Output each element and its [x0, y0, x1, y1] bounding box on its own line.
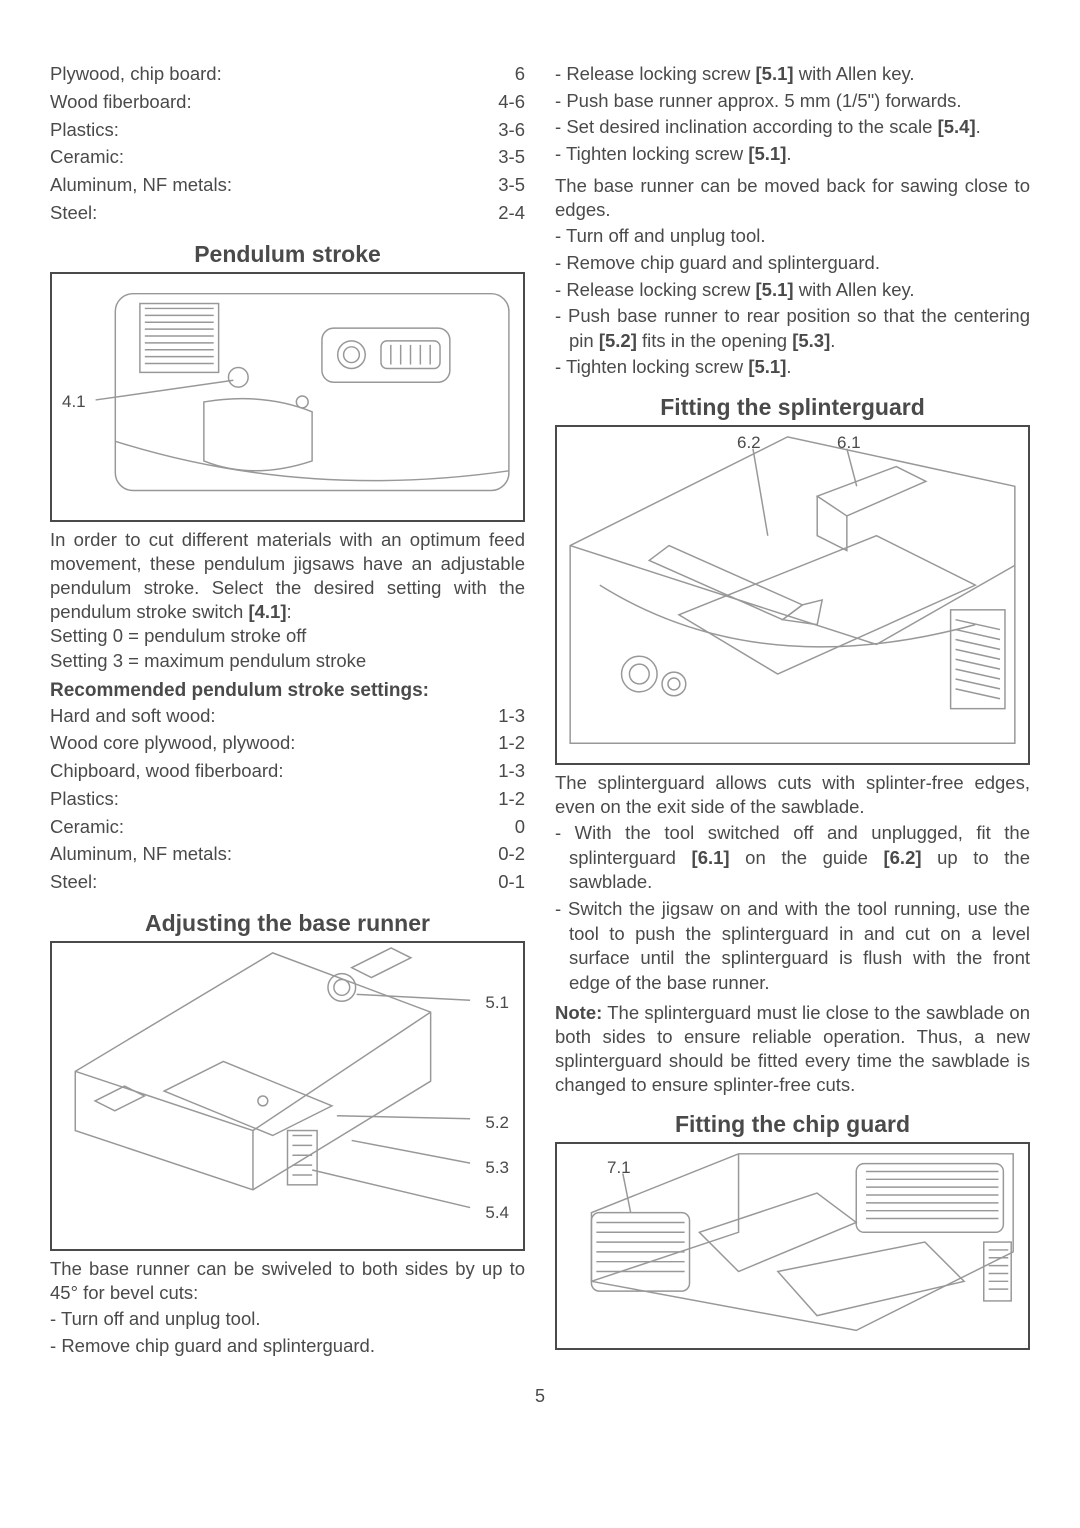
- base-b2: Remove chip guard and splinterguard.: [50, 1334, 525, 1359]
- chip-guard-heading: Fitting the chip guard: [555, 1111, 1030, 1138]
- adjusting-base-heading: Adjusting the base runner: [50, 910, 525, 937]
- mat-label: Steel:: [50, 868, 97, 896]
- recommended-heading: Recommended pendulum stroke settings:: [50, 680, 525, 702]
- mat-label: Plastics:: [50, 785, 119, 813]
- r-b3: Set desired inclination according to the…: [555, 115, 1030, 140]
- fig7-callout-71: 7.1: [607, 1158, 631, 1178]
- e-b2: Remove chip guard and splinterguard.: [555, 251, 1030, 276]
- figure-7: 7.1: [555, 1142, 1030, 1350]
- figure-5-diagram: [52, 943, 523, 1249]
- sp-para: The splinterguard allows cuts with splin…: [555, 771, 1030, 819]
- figure-6: 6.2 6.1: [555, 425, 1030, 765]
- mat-label: Steel:: [50, 199, 97, 227]
- mat-label: Wood core plywood, plywood:: [50, 729, 295, 757]
- base-b1: Turn off and unplug tool.: [50, 1307, 525, 1332]
- fig6-callout-62: 6.2: [737, 433, 761, 453]
- mat-val: 0-2: [498, 840, 525, 868]
- sp-b1: With the tool switched off and unplugged…: [555, 821, 1030, 895]
- mat-val: 6: [515, 60, 525, 88]
- mat-val: 2-4: [498, 199, 525, 227]
- edges-para: The base runner can be moved back for sa…: [555, 174, 1030, 222]
- mat-label: Ceramic:: [50, 813, 124, 841]
- page-number: 5: [50, 1386, 1030, 1407]
- mat-label: Hard and soft wood:: [50, 702, 216, 730]
- fig5-callout-51: 5.1: [485, 993, 509, 1013]
- base-runner-para: The base runner can be swiveled to both …: [50, 1257, 525, 1305]
- figure-4: 4.1: [50, 272, 525, 522]
- mat-val: 1-3: [498, 702, 525, 730]
- mat-val: 3-5: [498, 143, 525, 171]
- mat-label: Aluminum, NF metals:: [50, 171, 232, 199]
- r-b4: Tighten locking screw [5.1].: [555, 142, 1030, 167]
- pendulum-stroke-heading: Pendulum stroke: [50, 241, 525, 268]
- pendulum-paragraph: In order to cut different materials with…: [50, 528, 525, 624]
- r-b1: Release locking screw [5.1] with Allen k…: [555, 62, 1030, 87]
- mat-label: Plywood, chip board:: [50, 60, 222, 88]
- fig6-callout-61: 6.1: [837, 433, 861, 453]
- note-text: The splinterguard must lie close to the …: [555, 1002, 1030, 1095]
- figure-5: 5.1 5.2 5.3 5.4: [50, 941, 525, 1251]
- materials-list-2: Hard and soft wood: 1-3 Wood core plywood…: [50, 702, 525, 896]
- materials-list-1: Plywood, chip board: 6 Wood fiberboard: 4-…: [50, 60, 525, 227]
- fig5-callout-53: 5.3: [485, 1158, 509, 1178]
- ref-41: [4.1]: [248, 601, 286, 622]
- mat-label: Ceramic:: [50, 143, 124, 171]
- setting-3: Setting 3 = maximum pendulum stroke: [50, 649, 525, 674]
- mat-val: 1-2: [498, 785, 525, 813]
- mat-label: Aluminum, NF metals:: [50, 840, 232, 868]
- mat-label: Chipboard, wood fiberboard:: [50, 757, 283, 785]
- r-b2: Push base runner approx. 5 mm (1/5") for…: [555, 89, 1030, 114]
- e-b1: Turn off and unplug tool.: [555, 224, 1030, 249]
- left-column: Plywood, chip board: 6 Wood fiberboard: 4-…: [50, 60, 525, 1358]
- note-label: Note:: [555, 1002, 602, 1023]
- fig5-callout-54: 5.4: [485, 1203, 509, 1223]
- note-para: Note: The splinterguard must lie close t…: [555, 1001, 1030, 1097]
- p-end: :: [287, 601, 292, 622]
- page-columns: Plywood, chip board: 6 Wood fiberboard: 4-…: [50, 60, 1030, 1358]
- e-b3: Release locking screw [5.1] with Allen k…: [555, 278, 1030, 303]
- figure-4-diagram: [52, 274, 523, 520]
- mat-val: 1-3: [498, 757, 525, 785]
- setting-0: Setting 0 = pendulum stroke off: [50, 624, 525, 649]
- e-b5: Tighten locking screw [5.1].: [555, 355, 1030, 380]
- mat-label: Wood fiberboard:: [50, 88, 192, 116]
- mat-label: Plastics:: [50, 116, 119, 144]
- mat-val: 3-6: [498, 116, 525, 144]
- mat-val: 4-6: [498, 88, 525, 116]
- sp-b2: Switch the jigsaw on and with the tool r…: [555, 897, 1030, 995]
- mat-val: 0: [515, 813, 525, 841]
- e-b4: Push base runner to rear position so tha…: [555, 304, 1030, 353]
- right-column: Release locking screw [5.1] with Allen k…: [555, 60, 1030, 1358]
- mat-val: 0-1: [498, 868, 525, 896]
- mat-val: 1-2: [498, 729, 525, 757]
- mat-val: 3-5: [498, 171, 525, 199]
- figure-6-diagram: [557, 427, 1028, 763]
- fig5-callout-52: 5.2: [485, 1113, 509, 1133]
- splinterguard-heading: Fitting the splinterguard: [555, 394, 1030, 421]
- fig4-callout-41: 4.1: [62, 392, 86, 412]
